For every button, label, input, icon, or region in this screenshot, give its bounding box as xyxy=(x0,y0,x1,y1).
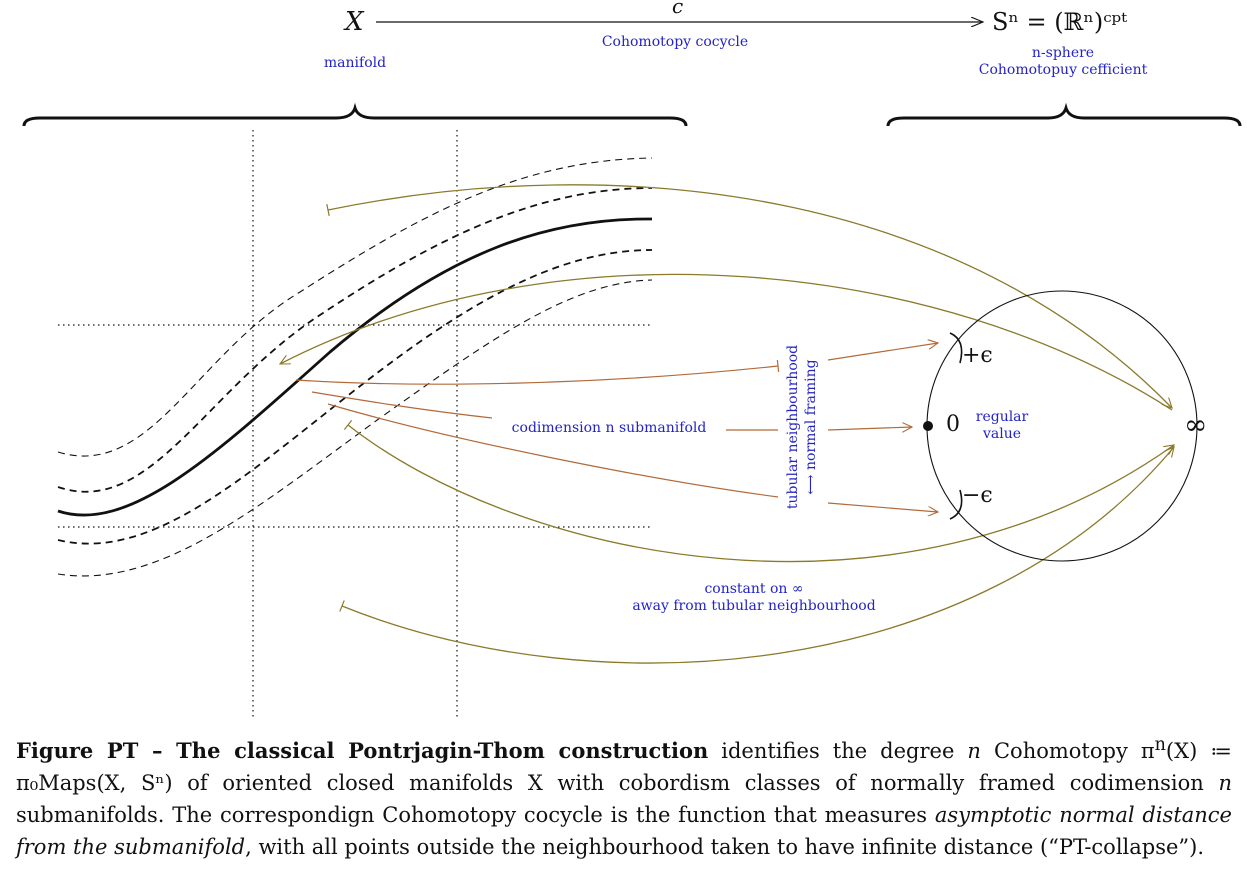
tube-inner-upper xyxy=(57,187,653,493)
caption-n-1: n xyxy=(967,739,981,763)
tubular-label-2: ⟷ normal framing xyxy=(803,359,819,494)
arrow-minus-eps-line xyxy=(327,403,779,498)
caption-text-3: (X) ≔ π₀Maps(X, Sⁿ) of oriented closed m… xyxy=(16,739,1232,795)
arrow-submanifold-line xyxy=(311,391,493,419)
right-brace xyxy=(886,102,1242,127)
copper-arrows xyxy=(295,343,938,512)
zero-point xyxy=(923,421,933,431)
submanifold xyxy=(57,157,653,577)
arrow-outer-upper xyxy=(280,273,1173,411)
pontrjagin-thom-diagram: S^n --> X c Sⁿ = (ℝⁿ)ᶜᵖᵗ manifold Cohomo… xyxy=(22,0,1242,718)
tubular-label-1: tubular neighbourhood xyxy=(785,345,801,509)
plus-eps-bracket xyxy=(949,332,963,364)
caption-text-2: Cohomotopy π xyxy=(980,739,1155,763)
submanifold-curve xyxy=(57,217,653,517)
source-label: X xyxy=(343,7,365,37)
arrow-note: Cohomotopy cocycle xyxy=(602,34,748,50)
cocycle-map: X c Sⁿ = (ℝⁿ)ᶜᵖᵗ manifold Cohomotopy coc… xyxy=(324,0,1148,78)
arrow-to-minus-eps xyxy=(827,502,938,512)
sphere: +ϵ −ϵ 0 ∞ regular value xyxy=(923,290,1207,562)
target-note-sphere: n-sphere xyxy=(1032,45,1094,61)
target-note-coefficient: Cohomotopuy cefficient xyxy=(979,62,1148,78)
caption-n-2: n xyxy=(1218,771,1232,795)
figure-caption: Figure PT – The classical Pontrjagin-Tho… xyxy=(16,729,1232,863)
arrow-label: c xyxy=(672,0,683,18)
arrow-to-plus-eps xyxy=(827,343,938,361)
plus-eps-label: +ϵ xyxy=(962,343,993,368)
source-note: manifold xyxy=(324,55,386,71)
arrow-top-to-infinity xyxy=(328,184,1172,408)
arrow-plus-eps-line xyxy=(295,359,780,385)
arrow-to-zero xyxy=(827,427,912,430)
caption-title: Figure PT – The classical Pontrjagin-Tho… xyxy=(16,738,709,763)
caption-text-1: identifies the degree xyxy=(708,739,968,763)
target-label: Sⁿ = (ℝⁿ)ᶜᵖᵗ xyxy=(992,8,1127,36)
infinity-label: ∞ xyxy=(1184,408,1207,441)
left-brace xyxy=(22,102,688,127)
caption-sup-n: n xyxy=(1154,735,1166,755)
caption-emphasis: asymptotic normal distance from the subm… xyxy=(16,803,1232,859)
regular-value-label-1: regular xyxy=(976,409,1029,425)
zero-label: 0 xyxy=(946,412,960,437)
minus-eps-bracket xyxy=(949,489,963,520)
arrow-lower-to-infinity xyxy=(348,425,1174,563)
regular-value-label-2: value xyxy=(982,426,1021,442)
olive-arrows xyxy=(280,184,1174,664)
constant-label-1: constant on ∞ xyxy=(704,581,803,597)
submanifold-label: codimension n submanifold xyxy=(512,420,707,436)
tube-outer-upper xyxy=(57,157,653,457)
caption-text-5: , with all points outside the neighbourh… xyxy=(245,835,1205,859)
arrow-bottom-to-infinity xyxy=(342,447,1174,664)
sphere-circle xyxy=(926,290,1198,562)
caption-text-4: submanifolds. The correspondign Cohomoto… xyxy=(16,803,935,827)
tube-inner-lower xyxy=(57,249,653,545)
constant-label-2: away from tubular neighbourhood xyxy=(632,598,875,614)
minus-eps-label: −ϵ xyxy=(962,483,993,508)
